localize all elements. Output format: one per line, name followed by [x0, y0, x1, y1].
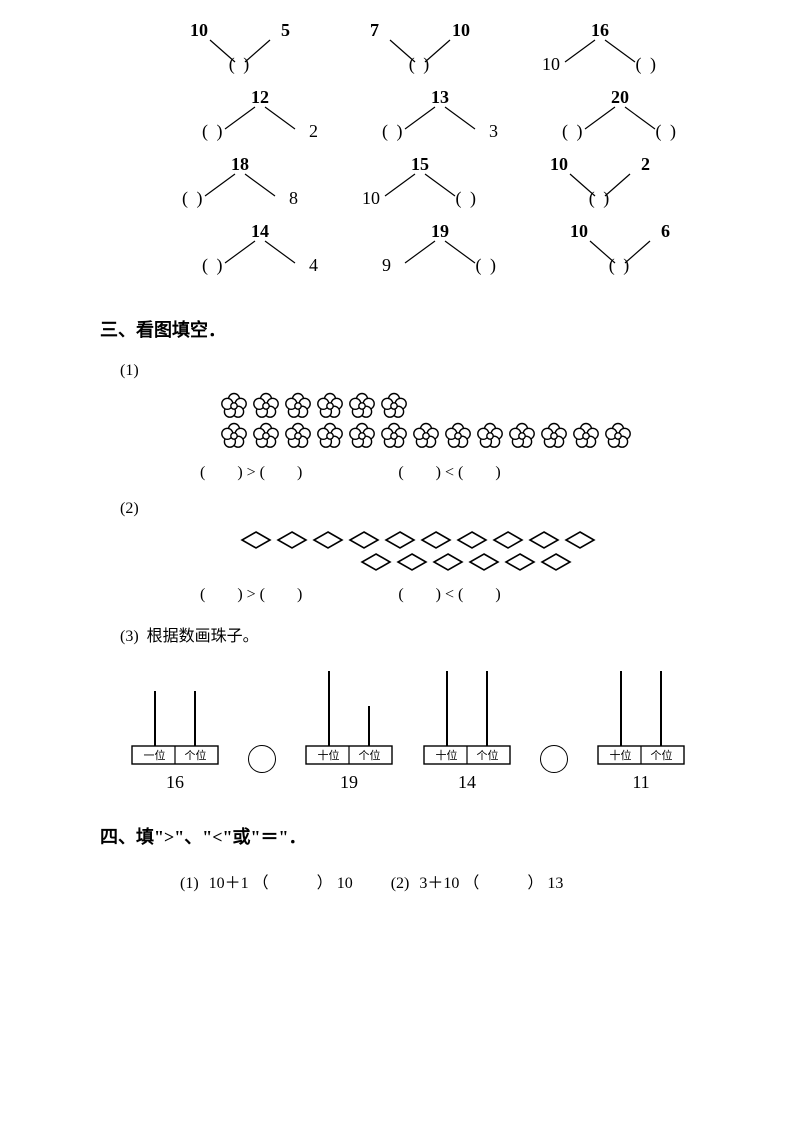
svg-text:个位: 个位 [651, 748, 673, 762]
flower-icon [252, 392, 280, 420]
svg-text:一位: 一位 [144, 748, 166, 762]
diamond-icon [348, 530, 380, 550]
abacus-number: 14 [422, 772, 512, 793]
eq1-label: (1) [180, 875, 199, 892]
q1-compare: ( ) > ( ) ( ) < ( ) [200, 458, 693, 482]
diamond-icon [468, 552, 500, 572]
number-bond: 13( )3 [380, 87, 500, 142]
diamond-icon [240, 530, 272, 550]
flower-icon [476, 422, 504, 450]
diamond-icon [420, 530, 452, 550]
flower-icon [508, 422, 536, 450]
number-bond: 105( ) [180, 20, 300, 75]
flower-icon [572, 422, 600, 450]
q1-flowers [220, 392, 693, 450]
diamond-icon [432, 552, 464, 572]
diamond-icon [312, 530, 344, 550]
q2-label: (2) [120, 500, 693, 518]
flower-icon [220, 392, 248, 420]
flower-icon [348, 422, 376, 450]
number-bond: 106( ) [560, 221, 680, 276]
svg-text:个位: 个位 [477, 748, 499, 762]
q1-label: (1) [120, 362, 693, 380]
svg-text:十位: 十位 [610, 748, 632, 762]
bond-row: 14( )4 199( ) 106( ) [200, 221, 693, 276]
flower-icon [380, 392, 408, 420]
eq2-rhs: 13 [547, 875, 563, 892]
abacus-frame: 十位 个位 11 [596, 666, 686, 793]
diamond-icon [456, 530, 488, 550]
abacus-frame: 一位 个位 16 [130, 666, 220, 793]
flower-icon [284, 392, 312, 420]
compare-circle [540, 745, 568, 773]
flower-icon [252, 422, 280, 450]
abacus-number: 16 [130, 772, 220, 793]
flower-icon [316, 422, 344, 450]
diamond-icon [276, 530, 308, 550]
q2-compare: ( ) > ( ) ( ) < ( ) [200, 580, 693, 604]
diamond-icon [360, 552, 392, 572]
number-bond: 20( )( ) [560, 87, 680, 142]
q3-num: (3) [120, 628, 139, 645]
diamond-icon [540, 552, 572, 572]
abacus-number: 19 [304, 772, 394, 793]
compare-circle [248, 745, 276, 773]
number-bonds-grid: 105( )710( )1610( )12( )213( )320( )( )1… [180, 20, 693, 276]
diamond-icon [396, 552, 428, 572]
eq1-rhs: 10 [337, 875, 353, 892]
flower-icon [380, 422, 408, 450]
number-bond: 12( )2 [200, 87, 320, 142]
number-bond: 199( ) [380, 221, 500, 276]
worksheet-page: 105( )710( )1610( )12( )213( )320( )( )1… [0, 0, 793, 933]
q3-label: (3) 根据数画珠子。 [120, 622, 693, 646]
number-bond: 710( ) [360, 20, 480, 75]
diamond-icon [384, 530, 416, 550]
bond-row: 105( ) 710( ) 1610( ) [180, 20, 693, 75]
flower-icon [316, 392, 344, 420]
number-bond: 1510( ) [360, 154, 480, 209]
abacus-number: 11 [596, 772, 686, 793]
q3-text: 根据数画珠子。 [147, 628, 259, 645]
eq2-label: (2) [391, 875, 410, 892]
section3-heading: 三、看图填空． [100, 316, 693, 342]
diamond-icon [504, 552, 536, 572]
diamond-icon [564, 530, 596, 550]
bond-row: 12( )2 13( )3 20( )( ) [200, 87, 693, 142]
svg-text:个位: 个位 [185, 748, 207, 762]
flower-icon [284, 422, 312, 450]
eq2-lhs: 3＋10 [419, 875, 459, 892]
svg-text:十位: 十位 [318, 748, 340, 762]
flower-icon [444, 422, 472, 450]
q2-diamonds [240, 530, 693, 572]
number-bond: 14( )4 [200, 221, 320, 276]
bond-row: 18( )8 1510( ) 102( ) [180, 154, 693, 209]
section4-heading: 四、填">"、"<"或"＝"． [100, 823, 693, 849]
eq1-blank: （ ） [253, 875, 333, 892]
number-bond: 18( )8 [180, 154, 300, 209]
flower-icon [348, 392, 376, 420]
diamond-icon [528, 530, 560, 550]
flower-icon [540, 422, 568, 450]
number-bond: 102( ) [540, 154, 660, 209]
section4-equations: (1) 10＋1 （ ） 10 (2) 3＋10 （ ） 13 [180, 869, 693, 893]
abacus-row: 一位 个位 16 十位 个位 19 十位 个位 14 十位 个位 11 [130, 666, 693, 793]
diamond-icon [492, 530, 524, 550]
flower-icon [604, 422, 632, 450]
eq1-lhs: 10＋1 [209, 875, 249, 892]
svg-text:十位: 十位 [436, 748, 458, 762]
flower-icon [412, 422, 440, 450]
flower-icon [220, 422, 248, 450]
eq2-blank: （ ） [463, 875, 543, 892]
abacus-frame: 十位 个位 19 [304, 666, 394, 793]
number-bond: 1610( ) [540, 20, 660, 75]
abacus-frame: 十位 个位 14 [422, 666, 512, 793]
svg-text:个位: 个位 [359, 748, 381, 762]
